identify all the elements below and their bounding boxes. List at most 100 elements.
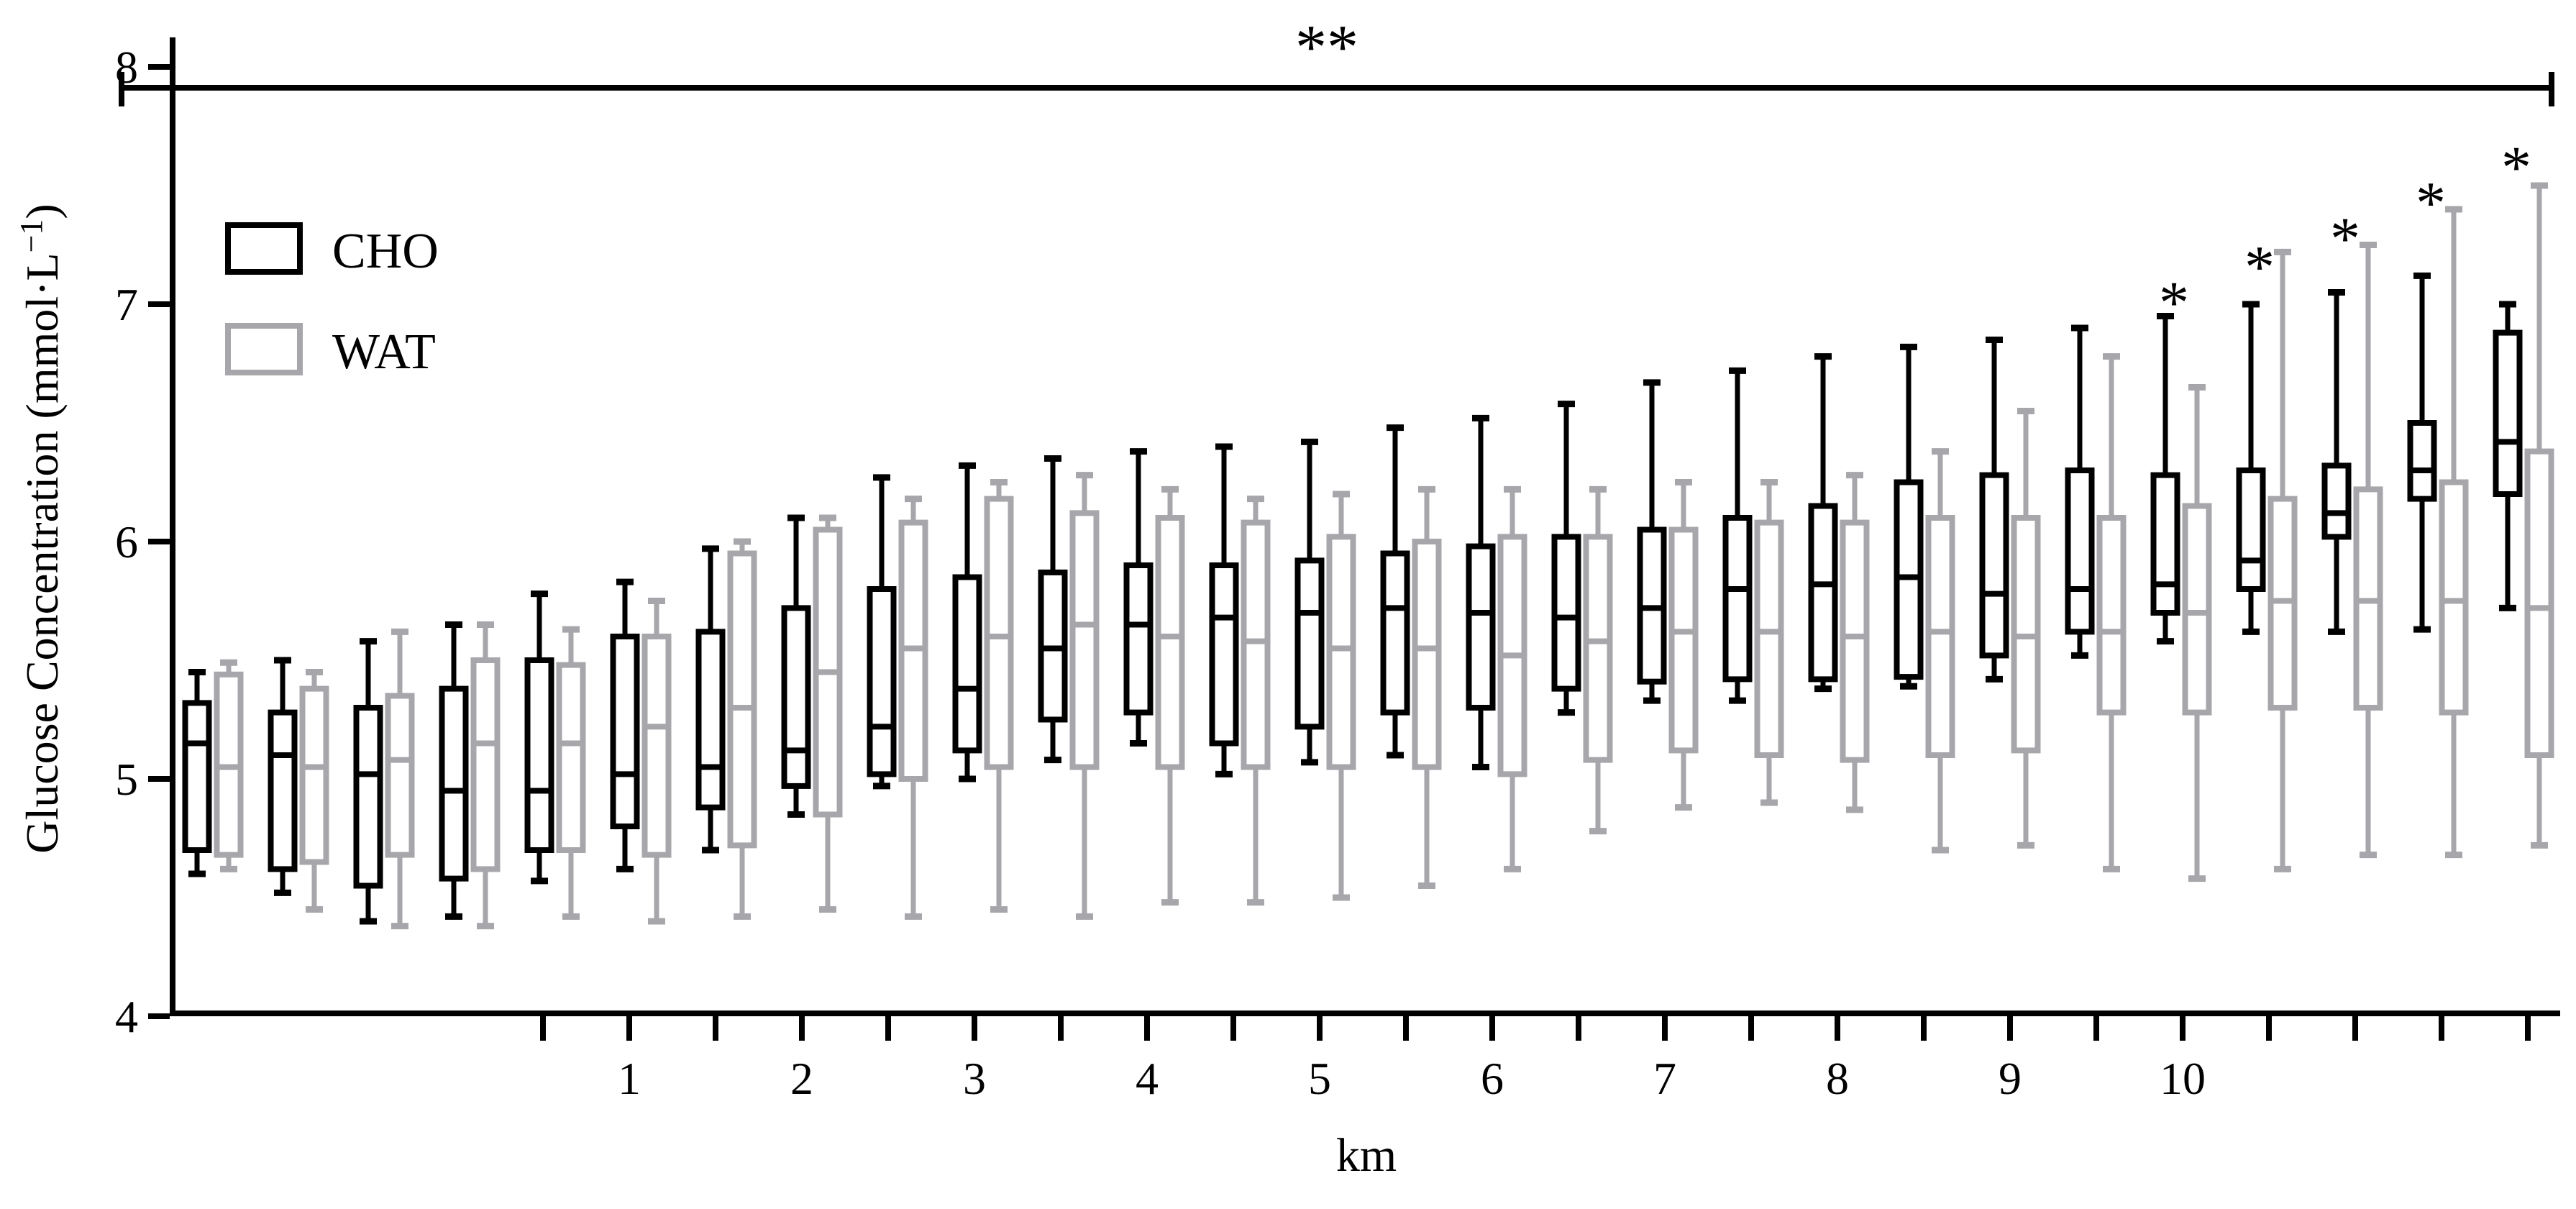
- box-iqr: [781, 605, 811, 789]
- box-iqr: [2182, 503, 2212, 716]
- wat-box-16: [1497, 485, 1527, 872]
- x-tick: [1144, 1016, 1150, 1041]
- cho-box-20: [1808, 353, 1838, 693]
- wat-box-26: [2353, 242, 2383, 859]
- cho-box-8: [781, 514, 811, 818]
- box-iqr: [1123, 562, 1154, 716]
- wat-box-20: [1840, 472, 1870, 813]
- pair-significance-stars: * * * * *: [2159, 134, 2531, 336]
- box-pairs: [182, 182, 2554, 930]
- y-tick: [148, 1013, 170, 1019]
- box-iqr: [2236, 467, 2266, 592]
- box-iqr: [1326, 534, 1356, 770]
- overall-significance-stars: **: [1295, 13, 1358, 83]
- box-iqr: [641, 634, 672, 858]
- box-iqr: [867, 586, 897, 777]
- cho-box-27: [2407, 272, 2437, 633]
- box-iqr: [1466, 543, 1496, 711]
- x-tick: [713, 1016, 718, 1041]
- wat-box-18: [1668, 479, 1699, 811]
- box-iqr: [556, 662, 586, 853]
- wat-box-5: [556, 626, 586, 920]
- x-tick: [1835, 1016, 1840, 1041]
- x-tick: [1403, 1016, 1409, 1041]
- y-tick: [148, 776, 170, 782]
- wat-box-22: [2011, 408, 2041, 849]
- x-axis-title: km: [1336, 1129, 1397, 1182]
- box-iqr: [182, 700, 212, 854]
- legend-swatch-cho: [225, 222, 303, 275]
- box-iqr: [1241, 519, 1271, 770]
- y-axis-title: Glucose Concentration (mmol·L−1): [14, 204, 68, 853]
- legend-swatch-wat: [225, 323, 303, 375]
- cho-box-22: [1979, 337, 2009, 683]
- wat-box-27: [2439, 206, 2469, 859]
- box-iqr: [1722, 515, 1753, 683]
- cho-box-16: [1466, 414, 1496, 770]
- x-tick-label: 6: [1481, 1053, 1504, 1104]
- x-tick: [1230, 1016, 1236, 1041]
- significance-star: *: [2330, 205, 2360, 272]
- box-iqr: [952, 574, 982, 754]
- cho-box-6: [610, 578, 640, 872]
- wat-box-1: [214, 659, 244, 872]
- x-tick: [1748, 1016, 1754, 1041]
- x-tick-label: 1: [618, 1053, 641, 1104]
- box-iqr: [695, 629, 726, 811]
- wat-box-19: [1754, 479, 1784, 806]
- wat-box-21: [1925, 448, 1955, 854]
- wat-box-14: [1326, 491, 1356, 901]
- wat-box-4: [470, 621, 501, 930]
- wat-box-13: [1241, 496, 1271, 906]
- box-iqr: [1294, 557, 1325, 730]
- wat-box-7: [727, 538, 757, 920]
- bracket-right-cap: [2549, 72, 2554, 106]
- box-iqr: [2524, 448, 2554, 758]
- x-tick: [1058, 1016, 1064, 1041]
- box-iqr: [2150, 472, 2180, 616]
- box-iqr: [1668, 526, 1699, 754]
- x-tick-label: 4: [1136, 1053, 1159, 1104]
- box-iqr: [727, 550, 757, 849]
- y-tick: [148, 64, 170, 70]
- cho-box-17: [1551, 401, 1581, 716]
- cho-box-10: [952, 462, 982, 783]
- box-iqr: [299, 685, 329, 865]
- y-axis-title-text: Glucose Concentration (mmol·L−1): [14, 204, 68, 853]
- x-tick: [1317, 1016, 1323, 1041]
- y-tick: [148, 539, 170, 544]
- cho-box-23: [2065, 324, 2095, 659]
- x-tick: [799, 1016, 805, 1041]
- box-iqr: [524, 657, 554, 853]
- cho-box-7: [695, 545, 726, 854]
- y-axis-line: [170, 37, 175, 1016]
- legend: CHO WAT: [225, 222, 439, 380]
- box-iqr: [1925, 515, 1955, 758]
- box-iqr: [1209, 562, 1239, 747]
- box-iqr: [470, 657, 501, 872]
- wat-box-6: [641, 598, 672, 925]
- significance-star: *: [2501, 134, 2531, 201]
- legend-item-cho: CHO: [225, 222, 439, 279]
- bracket-left-cap: [119, 72, 124, 106]
- x-tick: [1489, 1016, 1495, 1041]
- box-iqr: [1069, 510, 1100, 770]
- x-tick: [2439, 1016, 2444, 1041]
- cho-box-28: [2493, 301, 2523, 611]
- cho-box-13: [1209, 443, 1239, 777]
- x-tick: [626, 1016, 632, 1041]
- legend-label: CHO: [332, 224, 439, 279]
- wat-box-17: [1583, 485, 1613, 835]
- bracket-line: [119, 85, 2554, 91]
- cho-box-3: [353, 638, 383, 925]
- box-iqr: [1155, 515, 1185, 770]
- x-tick: [1662, 1016, 1668, 1041]
- x-tick: [2525, 1016, 2531, 1041]
- significance-star: *: [2416, 170, 2446, 237]
- wat-box-9: [898, 496, 928, 920]
- box-iqr: [353, 705, 383, 889]
- x-tick: [1921, 1016, 1927, 1041]
